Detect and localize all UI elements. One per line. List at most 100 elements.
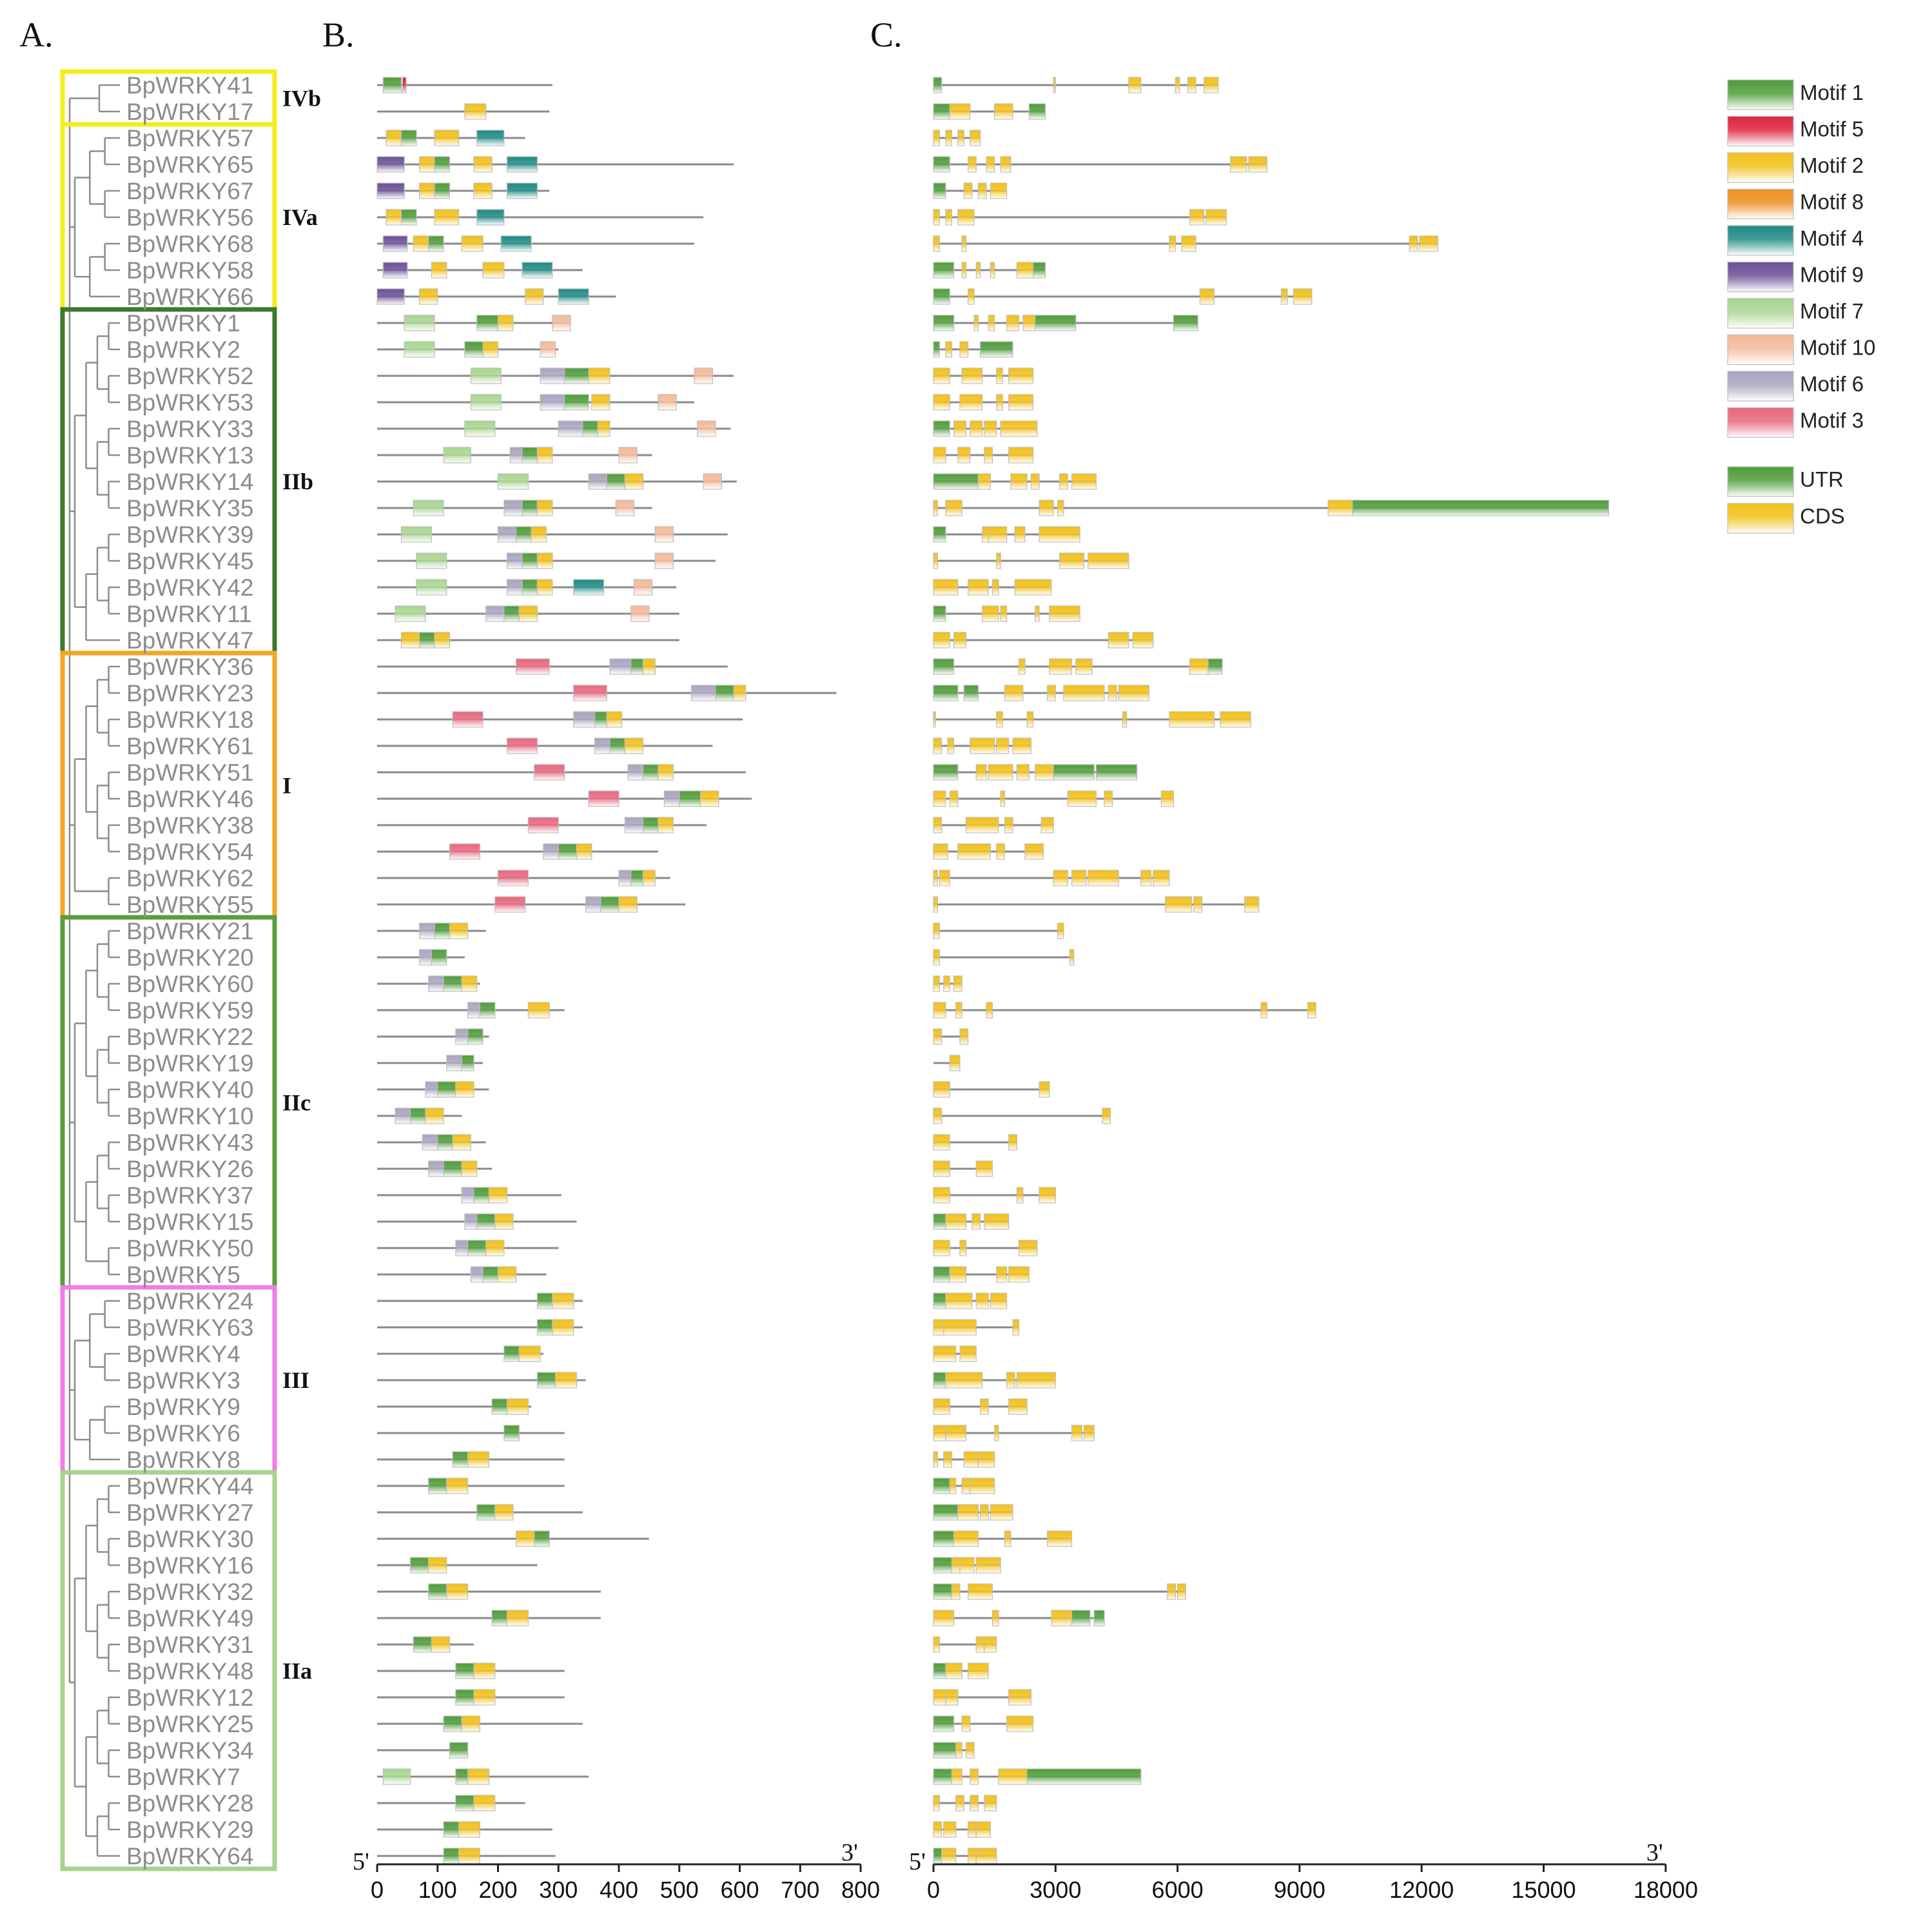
cds-bpwrky49 [1051, 1610, 1073, 1626]
gene-label-bpwrky45: BpWRKY45 [126, 548, 253, 574]
cds-bpwrky62 [933, 870, 938, 886]
gene-name-labels: BpWRKY41BpWRKY17BpWRKY57BpWRKY65BpWRKY67… [126, 72, 253, 1869]
utr-bpwrky7 [933, 1768, 952, 1785]
panel-c-label: C. [870, 15, 903, 54]
motif-m6-bpwrky5 [470, 1266, 483, 1283]
gene-label-bpwrky56: BpWRKY56 [126, 204, 253, 231]
cds-bpwrky57 [933, 130, 941, 146]
gene-label-bpwrky31: BpWRKY31 [126, 1632, 253, 1658]
gene-label-bpwrky7: BpWRKY7 [126, 1764, 240, 1790]
cds-bpwrky51 [988, 764, 1013, 781]
motif-m7-bpwrky35 [413, 500, 444, 516]
cds-bpwrky44 [961, 1478, 971, 1494]
motif-m1-bpwrky25 [443, 1715, 462, 1732]
motif-m2-bpwrky57 [434, 130, 460, 146]
cds-bpwrky8 [943, 1451, 952, 1468]
cds-bpwrky6 [1071, 1425, 1082, 1441]
cds-bpwrky5 [996, 1266, 1008, 1283]
cds-bpwrky58 [961, 262, 967, 278]
gene-label-bpwrky13: BpWRKY13 [126, 442, 253, 469]
motif-m6-bpwrky13 [509, 447, 523, 463]
cds-bpwrky46 [1000, 790, 1006, 807]
utr-bpwrky41 [933, 77, 942, 93]
utr-bpwrky25 [933, 1715, 955, 1732]
cds-bpwrky15 [945, 1213, 967, 1230]
cds-bpwrky46 [949, 790, 959, 807]
protein-axis-tick-label: 100 [418, 1877, 457, 1903]
protein-axis-tick-label: 600 [720, 1877, 759, 1903]
utr-bpwrky14 [933, 473, 979, 490]
cds-bpwrky54 [957, 843, 991, 860]
gene-label-bpwrky27: BpWRKY27 [126, 1499, 253, 1526]
gene-axis-tick-label: 12000 [1389, 1877, 1454, 1903]
subgroup-label-iib: IIb [282, 469, 313, 494]
motif-m2-bpwrky58 [482, 262, 505, 278]
motif-m7-bpwrky14 [497, 473, 529, 490]
gene-label-bpwrky4: BpWRKY4 [126, 1341, 240, 1367]
protein-length-axis: 0 100 200 300 400 500 600 700 800 5' 3' [353, 1839, 880, 1903]
cds-bpwrky48 [968, 1663, 989, 1679]
cds-bpwrky60 [943, 975, 950, 992]
cds-bpwrky3 [1006, 1372, 1015, 1389]
legend-swatch-m8 [1727, 188, 1794, 220]
motif-m2-bpwrky67 [473, 182, 493, 199]
cds-bpwrky14 [1071, 473, 1097, 490]
cds-bpwrky16 [959, 1557, 975, 1574]
gene-length-axis: 0 3000 6000 9000 12000 15000 18000 5' 3' [909, 1839, 1698, 1903]
cds-bpwrky57 [970, 130, 981, 146]
cds-bpwrky23 [1004, 685, 1024, 701]
motif-m2-bpwrky18 [606, 711, 623, 728]
cds-bpwrky54 [996, 843, 1006, 860]
cds-bpwrky62 [1053, 870, 1068, 886]
cds-bpwrky9 [933, 1398, 950, 1415]
cds-bpwrky8 [977, 1451, 995, 1468]
motif-m1-bpwrky62 [630, 870, 644, 886]
cds-bpwrky55 [1165, 896, 1193, 913]
gene-label-bpwrky22: BpWRKY22 [126, 1024, 253, 1050]
gene-label-bpwrky18: BpWRKY18 [126, 707, 253, 733]
cds-bpwrky17 [949, 103, 971, 120]
cds-bpwrky68 [1181, 235, 1196, 252]
motif-m1-bpwrky54 [558, 843, 577, 860]
gene-label-bpwrky38: BpWRKY38 [126, 812, 253, 839]
cds-bpwrky52 [996, 367, 1003, 384]
cds-bpwrky57 [957, 130, 964, 146]
motif-m2-bpwrky12 [473, 1689, 496, 1706]
motif-m1-bpwrky14 [606, 473, 625, 490]
motif-m2-bpwrky13 [536, 447, 553, 463]
cds-bpwrky38 [1040, 817, 1054, 834]
utr-bpwrky48 [933, 1663, 946, 1679]
motif-m2-bpwrky8 [467, 1451, 490, 1468]
motif-m7-bpwrky45 [416, 552, 447, 569]
cds-bpwrky56 [945, 209, 952, 226]
gene-label-bpwrky17: BpWRKY17 [126, 99, 253, 125]
gene-label-bpwrky47: BpWRKY47 [126, 627, 253, 654]
motif-m6-bpwrky36 [609, 658, 632, 675]
cds-bpwrky32 [1167, 1583, 1177, 1600]
gene-label-bpwrky40: BpWRKY40 [126, 1077, 253, 1103]
motif-m2-bpwrky47 [400, 632, 420, 649]
motif-m1-bpwrky53 [564, 394, 589, 411]
cds-bpwrky55 [1193, 896, 1203, 913]
motif-m1-bpwrky2 [464, 341, 483, 358]
cds-bpwrky41 [1128, 77, 1142, 93]
utr-bpwrky7 [1026, 1768, 1142, 1785]
motif-m7-bpwrky42 [416, 579, 447, 596]
cds-bpwrky46 [1160, 790, 1174, 807]
motif-m5-bpwrky41 [402, 77, 407, 93]
cds-bpwrky48 [945, 1663, 962, 1679]
cds-bpwrky33 [970, 420, 983, 437]
motif-m1-bpwrky1 [476, 315, 499, 331]
gene-label-bpwrky37: BpWRKY37 [126, 1182, 253, 1209]
motif-m1-bpwrky63 [536, 1319, 553, 1336]
motif-m1-bpwrky47 [419, 632, 435, 649]
motif-m2-bpwrky4 [518, 1345, 541, 1362]
motif-m1-bpwrky36 [630, 658, 644, 675]
motif-m10-bpwrky35 [615, 500, 635, 516]
cds-bpwrky17 [994, 103, 1013, 120]
cds-bpwrky39 [1014, 526, 1026, 543]
cds-bpwrky65 [968, 156, 977, 173]
motif-m1-bpwrky64 [443, 1848, 460, 1864]
motif-m1-bpwrky57 [400, 130, 417, 146]
motif-m4-bpwrky56 [476, 209, 505, 226]
